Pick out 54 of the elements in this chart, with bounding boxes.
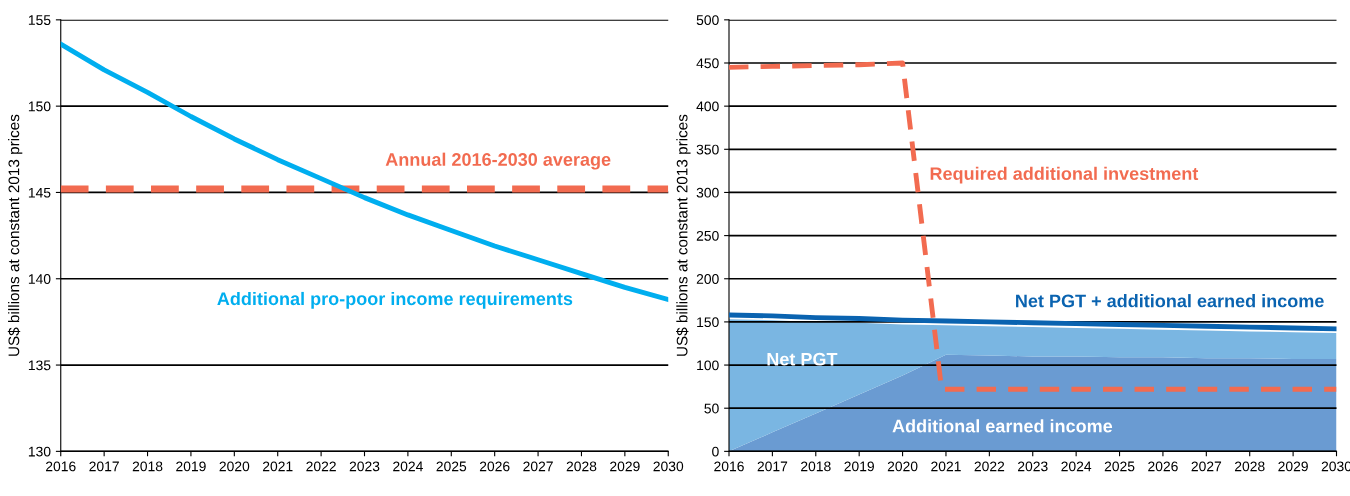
y-tick-label: 145 (28, 187, 51, 198)
x-tick-label: 2020 (887, 461, 918, 472)
y-tick-label: 350 (696, 144, 719, 155)
x-tick-label: 2026 (1148, 461, 1178, 472)
x-tick-label: 2024 (1061, 461, 1092, 472)
x-tick-label: 2016 (714, 461, 744, 472)
x-tick-label: 2021 (262, 461, 293, 472)
x-tick-label: 2029 (1278, 461, 1308, 472)
y-tick-label: 300 (696, 187, 719, 198)
y-tick-label: 400 (696, 101, 719, 112)
series-label: Additional earned income (892, 419, 1113, 433)
x-tick-label: 2021 (931, 461, 961, 472)
x-tick-label: 2017 (89, 461, 119, 472)
ref-line-label: Annual 2016-2030 average (385, 152, 611, 170)
x-tick-label: 2028 (566, 461, 597, 472)
y-tick-label: 250 (696, 230, 719, 241)
x-tick-label: 2027 (523, 461, 553, 472)
x-tick-label: 2018 (132, 461, 163, 472)
y-tick-label: 450 (696, 58, 719, 69)
x-tick-label: 2019 (844, 461, 874, 472)
y-tick-label: 155 (28, 15, 51, 26)
x-tick-label: 2029 (610, 461, 640, 472)
y-tick-label: 150 (697, 317, 719, 328)
x-tick-label: 2025 (436, 461, 467, 472)
x-tick-label: 2019 (176, 461, 206, 472)
y-tick-label: 500 (696, 15, 719, 26)
y-tick-label: 130 (28, 446, 51, 457)
y-axis-title: US$ billions at constant 2013 prices (7, 114, 23, 356)
series-label: Net PGT + additional earned income (1016, 294, 1324, 308)
x-tick-label: 2026 (479, 461, 510, 472)
x-tick-label: 2017 (757, 461, 788, 472)
y-axis-title: US$ billions at constant 2013 prices (676, 114, 691, 356)
x-tick-label: 2028 (1234, 461, 1265, 472)
y-tick-label: 0 (712, 446, 719, 457)
x-tick-label: 2016 (46, 461, 76, 472)
y-tick-label: 135 (28, 360, 51, 371)
y-tick-label: 100 (697, 360, 719, 371)
x-tick-label: 2030 (653, 461, 684, 472)
x-tick-label: 2024 (393, 461, 423, 472)
x-tick-label: 2025 (1104, 461, 1135, 472)
x-tick-label: 2022 (974, 461, 1005, 472)
y-tick-label: 140 (28, 274, 51, 284)
series-label: Net PGT (767, 352, 838, 366)
y-tick-label: 150 (28, 101, 51, 112)
series-label: Additional pro-poor income requirements (217, 291, 573, 309)
series-label: Required additional investment (930, 166, 1199, 184)
x-tick-label: 2020 (219, 461, 250, 472)
y-tick-label: 50 (704, 403, 719, 414)
x-tick-label: 2023 (349, 461, 380, 472)
x-tick-label: 2023 (1018, 461, 1048, 472)
x-tick-label: 2022 (306, 461, 336, 472)
x-tick-label: 2018 (801, 461, 831, 472)
y-tick-label: 200 (696, 274, 719, 284)
x-tick-label: 2027 (1191, 461, 1222, 472)
